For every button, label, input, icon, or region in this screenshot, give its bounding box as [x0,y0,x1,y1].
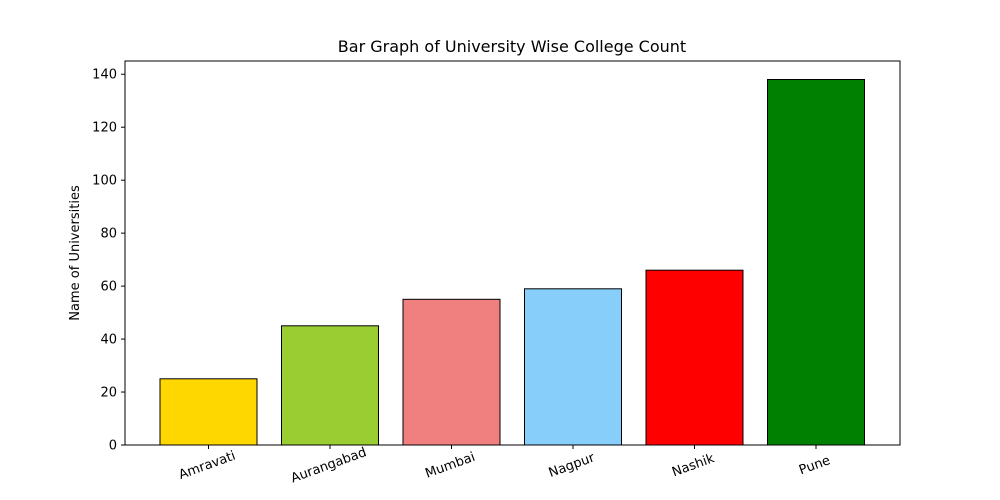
bar-nashik [645,269,744,446]
bar-amravati [159,378,258,446]
x-tick-label-aurangabad: Aurangabad [289,445,369,486]
y-axis-label: Name of Universities [68,185,83,321]
bars-layer [159,79,865,446]
chart-title: Bar Graph of University Wise College Cou… [338,37,686,56]
plot-frame [124,60,901,446]
bar-pune [767,79,865,446]
x-tick-label-pune: Pune [797,453,832,478]
y-tick-label: 80 [100,227,117,242]
x-axis: Amravati Aurangabad Mumbai Nagpur Nashik Pune [177,445,832,486]
bar-mumbai [402,298,501,446]
x-tick-label-nagpur: Nagpur [547,450,598,481]
y-tick-label: 140 [92,68,117,83]
x-tick-label-amravati: Amravati [177,449,238,483]
y-tick-label: 40 [100,333,117,348]
x-tick-label-mumbai: Mumbai [423,450,477,482]
y-axis: 0 20 40 60 80 100 120 140 [92,68,125,454]
y-tick-label: 100 [92,174,117,189]
x-tick-label-nashik: Nashik [670,451,717,480]
y-tick-label: 20 [100,386,117,401]
y-tick-label: 0 [109,439,117,454]
bar-nagpur [524,288,622,446]
bar-aurangabad [281,325,379,446]
y-tick-label: 120 [92,121,117,136]
y-tick-label: 60 [100,280,117,295]
